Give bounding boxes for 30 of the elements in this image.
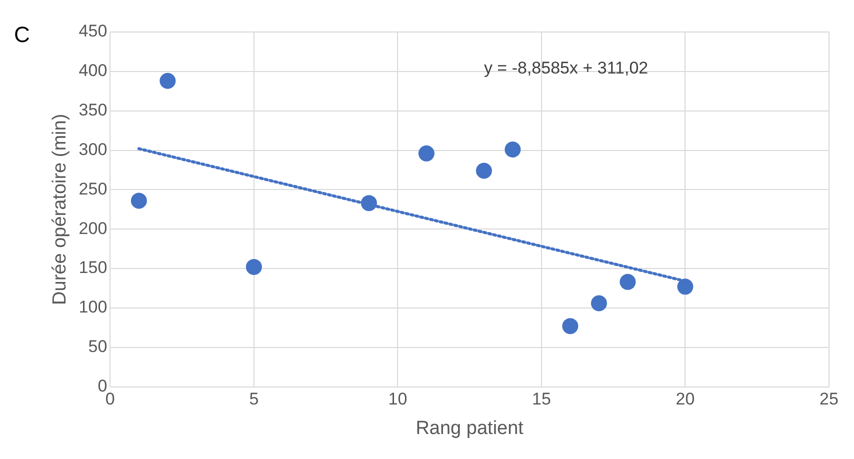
y-tick-label: 50: [88, 337, 108, 356]
point: [246, 258, 262, 275]
x-tick-label: 25: [820, 390, 838, 409]
point: [504, 141, 521, 158]
annotation: y = -8,8585x + 311,02: [484, 58, 648, 78]
y-axis-title: Durée opératoire (min): [50, 114, 71, 305]
y-tick-label: 150: [78, 258, 108, 278]
point: [590, 295, 607, 312]
point: [130, 192, 147, 209]
point: [562, 318, 578, 334]
y-tick-label: 450: [78, 22, 108, 41]
y-tick-label: 400: [78, 61, 108, 80]
x-tick-label: 15: [532, 390, 551, 409]
point: [418, 145, 434, 162]
point: [476, 162, 492, 179]
point: [620, 274, 636, 290]
x-axis-title: Rang patient: [416, 418, 524, 439]
y-tick-label: 200: [78, 218, 108, 238]
x-tick-label: 20: [676, 390, 695, 409]
x-tick-label: 5: [249, 390, 259, 409]
point: [360, 195, 377, 212]
text: C: [14, 22, 30, 48]
y-tick-label: 0: [98, 376, 108, 396]
y-tick-label: 250: [78, 179, 108, 198]
y-tick-label: 300: [78, 140, 108, 159]
y-tick-label: 350: [78, 100, 108, 120]
x-tick-label: 10: [388, 390, 408, 409]
point: [677, 278, 694, 295]
point: [160, 72, 176, 89]
y-tick-label: 100: [78, 298, 108, 317]
